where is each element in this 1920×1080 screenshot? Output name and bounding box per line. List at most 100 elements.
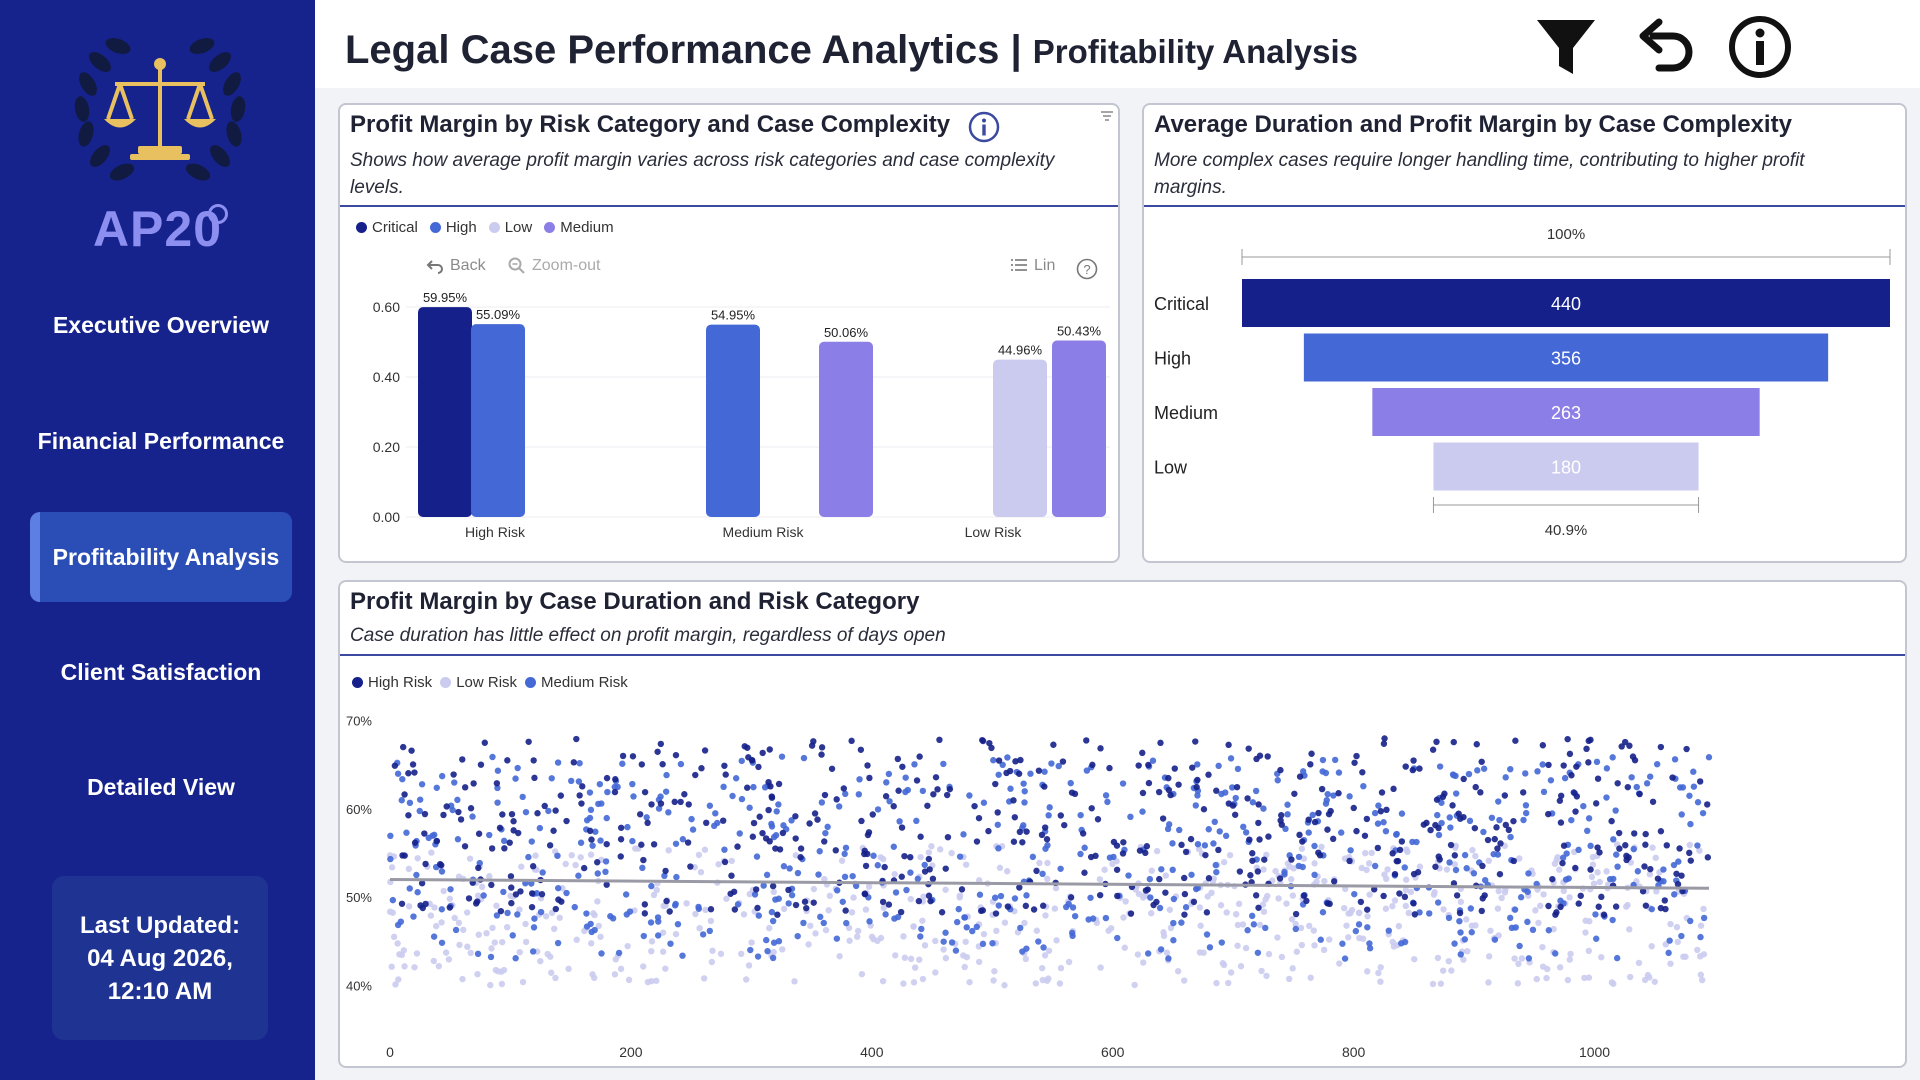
scatter-point [636, 811, 644, 818]
scatter-point [1472, 852, 1479, 860]
scatter-point [1495, 798, 1502, 805]
legend-item[interactable]: High Risk [352, 674, 432, 691]
scatter-point [1449, 771, 1457, 778]
scatter-point [655, 805, 663, 812]
scatter-point [1669, 774, 1676, 781]
scatter-point [1249, 850, 1256, 857]
scatter-point [1396, 890, 1403, 897]
scatter-point [1368, 849, 1375, 857]
scatter-point [1687, 820, 1694, 828]
scatter-point [411, 839, 419, 846]
scatter-point [508, 884, 515, 891]
page-title-sub: Profitability Analysis [1032, 33, 1358, 70]
scatter-point [529, 948, 537, 955]
funnel-value-label: 356 [1551, 349, 1581, 369]
scatter-point [955, 905, 962, 913]
scatter-point [1192, 885, 1200, 893]
scatter-point [932, 774, 940, 781]
scatter-point [587, 806, 595, 814]
scatter-point [1594, 869, 1601, 876]
scatter-point [1190, 898, 1198, 906]
scatter-point [1181, 911, 1188, 918]
scatter-point [512, 775, 519, 782]
scatter-point [866, 774, 873, 782]
scatter-point [1215, 762, 1222, 770]
scatter-point [956, 853, 964, 860]
scatter-point [534, 810, 541, 817]
scatter-point [603, 814, 610, 822]
scatter-point [1612, 807, 1619, 814]
nav-client-satisfaction[interactable]: Client Satisfaction [60, 658, 262, 685]
scatter-point [508, 899, 515, 907]
nav-financial-performance[interactable]: Financial Performance [37, 427, 285, 454]
scatter-point [1077, 850, 1084, 858]
scatter-point [498, 968, 505, 975]
filter-icon[interactable] [1533, 14, 1599, 80]
legend-item[interactable]: High [429, 219, 477, 236]
scatter-point [1265, 833, 1272, 840]
scatter-point [1484, 836, 1492, 844]
scatter-point [1021, 788, 1028, 795]
scatter-point [563, 817, 570, 825]
scatter-point [1338, 829, 1345, 836]
scatter-point [1114, 934, 1121, 942]
nav-profitability-analysis[interactable]: Profitability Analysis [30, 512, 292, 602]
scatter-point [455, 808, 462, 816]
scatter-point [1210, 840, 1217, 847]
info-icon[interactable] [1727, 14, 1793, 80]
legend-item[interactable]: Low Risk [440, 674, 517, 691]
scatter-point [1595, 903, 1602, 910]
scatter-point [1705, 754, 1713, 761]
undo-icon[interactable] [1633, 14, 1699, 80]
scatter-point [1317, 936, 1324, 943]
help-icon[interactable]: ? [1076, 258, 1098, 280]
drill-back-button[interactable]: Back [426, 257, 486, 275]
scatter-point [1700, 914, 1708, 922]
scatter-point [1010, 838, 1018, 845]
nav-executive-overview[interactable]: Executive Overview [52, 311, 270, 338]
lin-label: Lin [1034, 257, 1056, 274]
scatter-point [394, 940, 401, 947]
scatter-point [1169, 840, 1176, 847]
scatter-point [395, 976, 402, 983]
scatter-point [1011, 895, 1019, 902]
lin-toggle-button[interactable]: Lin [1010, 257, 1055, 275]
panel3-legend: High Risk Low Risk Medium Risk [352, 674, 628, 691]
legend-item[interactable]: Medium Risk [525, 674, 628, 691]
scatter-point [848, 909, 856, 916]
bar [471, 324, 525, 517]
scatter-point [806, 820, 813, 827]
scatter-point [648, 801, 655, 808]
scatter-point [988, 744, 995, 752]
legend-dot [544, 222, 556, 233]
scatter-point [1359, 935, 1367, 942]
scatter-point [641, 901, 649, 908]
zoom-out-button[interactable]: Zoom-out [508, 257, 600, 275]
scatter-point [500, 888, 507, 896]
scatter-point [414, 855, 421, 862]
scatter-point [1636, 790, 1643, 798]
scatter-point [657, 740, 665, 748]
nav-detailed-view[interactable]: Detailed View [87, 773, 235, 800]
scatter-point [567, 777, 575, 785]
scatter-point [1502, 821, 1510, 829]
legend-item[interactable]: Critical [356, 219, 418, 236]
scatter-point [1324, 900, 1331, 907]
scatter-point [1446, 814, 1453, 821]
scatter-point [1165, 774, 1172, 782]
info-circle-icon[interactable] [967, 110, 1001, 144]
scatter-point [1485, 857, 1492, 865]
bar-data-label: 59.95% [423, 290, 468, 305]
scatter-point [1033, 927, 1041, 934]
scatter-point [451, 914, 458, 922]
scatter-point [679, 836, 687, 843]
scatter-point [1041, 952, 1049, 959]
visual-filter-icon[interactable] [1098, 107, 1116, 125]
scatter-point [1478, 758, 1485, 765]
scatter-point [1594, 775, 1602, 782]
scatter-point [1248, 912, 1256, 920]
legend-label: Critical [372, 219, 418, 236]
scatter-point [1409, 766, 1416, 774]
legend-item[interactable]: Medium [544, 219, 614, 236]
legend-item[interactable]: Low [488, 219, 532, 236]
